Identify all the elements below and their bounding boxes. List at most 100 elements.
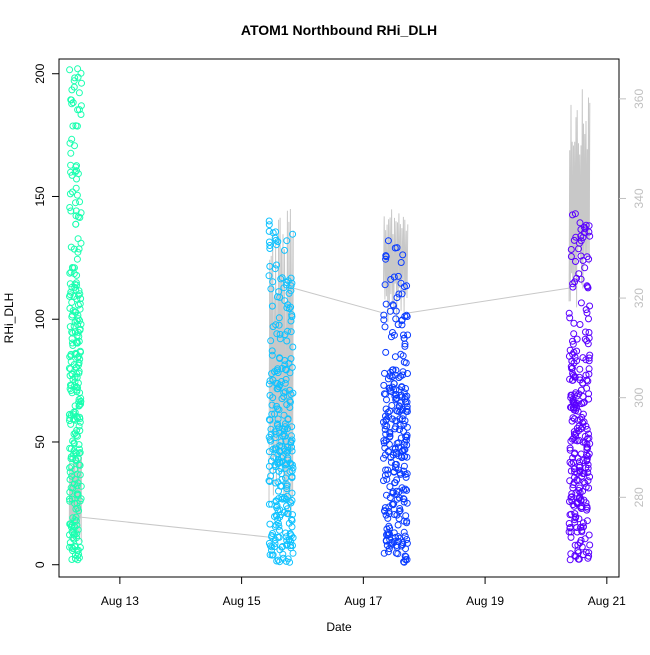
data-point xyxy=(69,514,77,522)
data-point xyxy=(566,524,574,532)
data-point xyxy=(577,232,585,240)
data-point xyxy=(66,417,73,425)
data-point xyxy=(68,335,76,343)
data-point xyxy=(396,505,404,512)
data-point xyxy=(385,507,393,515)
data-point xyxy=(276,526,283,534)
data-point xyxy=(283,481,291,489)
data-point xyxy=(386,483,394,491)
data-point xyxy=(568,417,576,425)
data-point xyxy=(274,506,282,514)
data-point xyxy=(579,438,587,446)
data-point xyxy=(282,375,290,383)
data-point xyxy=(288,279,296,287)
data-point xyxy=(398,383,406,391)
data-point xyxy=(403,311,410,319)
data-point xyxy=(579,393,587,400)
data-point xyxy=(272,430,280,438)
secondary-series-line xyxy=(568,89,591,308)
data-point xyxy=(273,293,281,301)
y-tick-label: 50 xyxy=(33,435,47,449)
data-point xyxy=(282,533,290,541)
data-point xyxy=(275,314,283,322)
data-point xyxy=(381,504,389,512)
data-point xyxy=(569,414,577,422)
axes: 0 50 100 150 200 280 300 320 340 360 Aug 13 Aug 15 A… xyxy=(33,58,646,608)
data-point xyxy=(388,372,396,380)
data-point xyxy=(287,287,295,295)
data-point xyxy=(288,497,296,504)
data-point xyxy=(265,221,273,229)
data-point xyxy=(75,396,83,403)
data-point xyxy=(582,499,590,507)
data-point xyxy=(74,73,82,81)
data-point xyxy=(69,534,77,542)
data-point xyxy=(287,542,294,550)
data-point xyxy=(271,410,278,418)
y-tick-label: 100 xyxy=(33,309,47,329)
data-point xyxy=(70,245,78,253)
y-tick-label: 200 xyxy=(33,63,47,83)
data-point xyxy=(282,365,289,373)
data-point xyxy=(274,478,282,486)
data-point xyxy=(401,393,409,401)
data-point xyxy=(583,517,591,525)
data-point xyxy=(572,389,580,397)
data-point xyxy=(267,337,275,345)
data-point xyxy=(77,295,85,303)
data-point xyxy=(574,541,582,549)
data-point xyxy=(71,551,79,559)
data-point xyxy=(392,391,400,399)
data-point xyxy=(269,376,277,384)
data-point xyxy=(66,269,74,277)
data-point xyxy=(285,359,293,367)
data-point xyxy=(391,479,399,487)
data-point xyxy=(403,453,411,461)
data-point xyxy=(381,507,388,515)
y-axis-label: RHi_DLH xyxy=(2,293,16,344)
y2-tick-label: 360 xyxy=(632,89,646,109)
data-point xyxy=(585,329,593,336)
data-point xyxy=(584,340,592,348)
data-point xyxy=(388,538,396,546)
data-point xyxy=(266,478,274,485)
data-point xyxy=(567,246,575,253)
data-point xyxy=(384,529,392,536)
data-point xyxy=(381,323,389,331)
data-point xyxy=(72,207,80,215)
data-point xyxy=(569,337,576,345)
data-point xyxy=(76,317,84,325)
data-point xyxy=(278,458,286,466)
data-point xyxy=(576,373,583,381)
y-tick-label: 0 xyxy=(33,561,47,568)
data-point xyxy=(67,207,75,215)
data-point xyxy=(383,525,391,533)
data-point xyxy=(403,441,411,449)
data-point xyxy=(403,282,411,290)
data-point xyxy=(398,290,406,298)
data-point xyxy=(277,438,285,446)
data-point xyxy=(386,432,394,440)
data-point xyxy=(278,470,286,478)
data-point xyxy=(71,168,79,176)
data-point xyxy=(582,483,590,491)
data-point xyxy=(583,506,591,514)
data-point xyxy=(565,528,573,536)
data-point xyxy=(66,476,74,483)
data-point xyxy=(401,552,409,560)
data-point xyxy=(69,264,77,272)
data-point xyxy=(392,423,400,431)
data-point xyxy=(68,543,76,551)
data-point xyxy=(577,299,585,307)
data-point xyxy=(74,328,82,336)
data-point xyxy=(75,550,83,558)
data-point xyxy=(579,257,587,264)
secondary-connector-line xyxy=(81,516,270,538)
data-point xyxy=(577,275,585,283)
data-point xyxy=(274,420,281,428)
data-point xyxy=(390,511,398,518)
data-point xyxy=(289,343,297,351)
data-point xyxy=(576,321,584,328)
data-point xyxy=(387,453,395,461)
data-point xyxy=(578,472,586,480)
